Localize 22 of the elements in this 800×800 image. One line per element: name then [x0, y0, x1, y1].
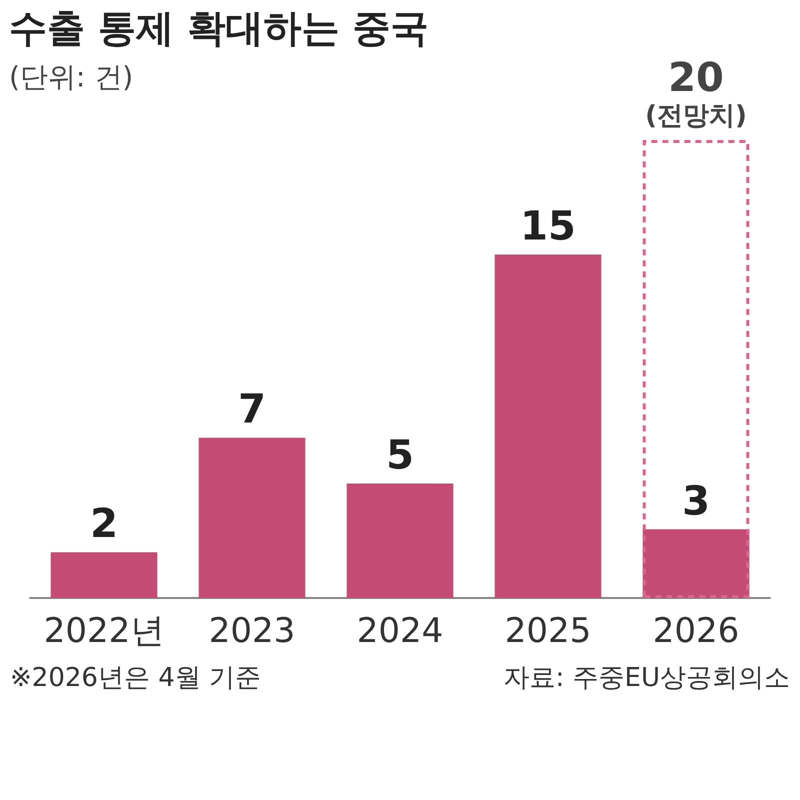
text: ※2026년은 4월 기준: [10, 663, 262, 693]
text: 자료: 주중EU상공회의소: [504, 663, 790, 693]
data-label: 3: [682, 478, 710, 524]
x-tick-label: 2023: [208, 611, 296, 651]
bar: [198, 438, 306, 598]
bar: [50, 552, 158, 598]
chart-title: 수출 통제 확대하는 중국: [9, 6, 429, 50]
bar: [642, 529, 750, 598]
x-tick-label: 2025: [504, 611, 592, 651]
chart-subtitle: (단위: 건): [9, 60, 134, 94]
data-label: 5: [386, 432, 414, 478]
data-label: 2: [90, 501, 118, 548]
data-label: 15: [520, 204, 576, 250]
data-label: 20: [668, 55, 724, 101]
x-tick-label: 2026: [652, 611, 740, 651]
x-tick-label: 2024: [356, 611, 444, 651]
data-label: 7: [238, 386, 266, 433]
bar: [494, 254, 602, 598]
series-label: (전망치): [645, 101, 747, 131]
x-tick-label: 2022년: [44, 611, 164, 651]
bar: [346, 484, 454, 598]
bar: [642, 140, 750, 598]
